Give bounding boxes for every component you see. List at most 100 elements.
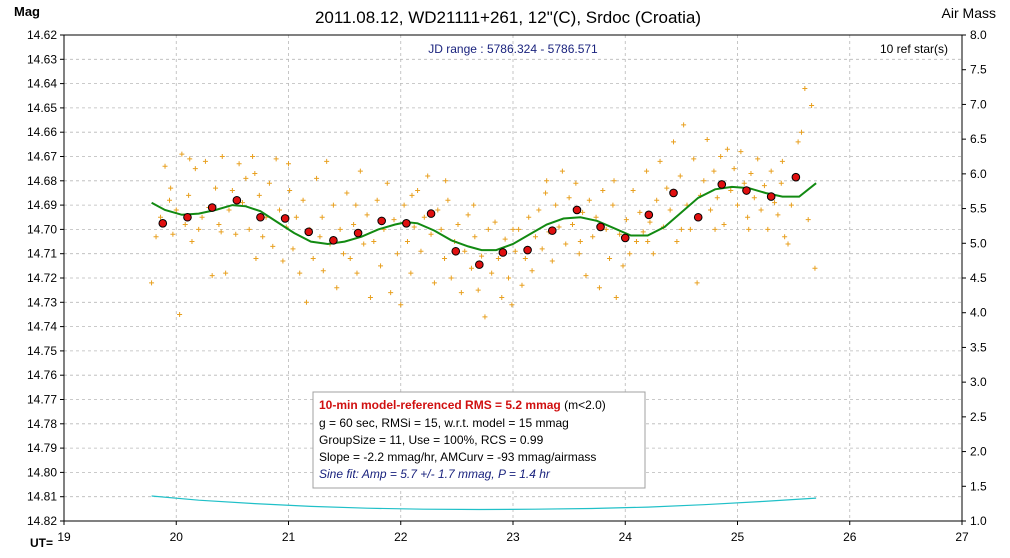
raw-point <box>173 207 179 213</box>
binned-point <box>644 210 654 220</box>
raw-point <box>425 173 431 179</box>
raw-point <box>712 226 718 232</box>
raw-point <box>654 197 660 203</box>
raw-point <box>724 146 730 152</box>
raw-point <box>610 202 616 208</box>
raw-observations-series <box>149 85 818 320</box>
raw-point <box>485 226 491 232</box>
left-tick-label: 14.62 <box>27 28 57 42</box>
raw-point <box>239 200 245 206</box>
raw-point <box>401 202 407 208</box>
left-tick-label: 14.76 <box>27 368 57 382</box>
binned-point <box>207 203 217 212</box>
raw-point <box>162 163 168 169</box>
raw-point <box>613 294 619 300</box>
right-axis-ticks: 1.0 1.5 2.0 2.5 3.0 3.5 4.0 4.5 5.0 5.5 6.0 6.5 7.0 7… <box>962 28 987 528</box>
raw-point <box>657 158 663 164</box>
raw-point <box>671 139 677 145</box>
x-tick-label: 19 <box>57 530 71 544</box>
left-tick-label: 14.64 <box>27 77 57 91</box>
raw-point <box>209 273 215 279</box>
raw-point <box>731 166 737 172</box>
binned-point <box>572 205 582 215</box>
raw-point <box>250 154 256 159</box>
raw-point <box>519 282 525 288</box>
raw-point <box>330 202 336 208</box>
raw-point <box>246 226 252 232</box>
binned-point <box>475 260 484 269</box>
left-tick-label: 14.63 <box>27 52 57 66</box>
raw-point <box>479 253 485 259</box>
binned-point <box>329 236 338 245</box>
raw-point <box>252 171 258 177</box>
raw-point <box>324 158 330 164</box>
raw-point <box>620 263 626 269</box>
raw-point <box>667 207 673 213</box>
grid <box>64 35 962 521</box>
raw-point <box>802 85 808 91</box>
raw-point <box>543 190 549 196</box>
raw-point <box>607 256 613 262</box>
raw-point <box>391 217 397 223</box>
binned-point <box>280 214 290 223</box>
raw-point <box>256 192 262 198</box>
raw-point <box>691 156 697 162</box>
binned-point <box>693 212 703 222</box>
raw-point <box>809 102 815 108</box>
raw-point <box>394 251 400 257</box>
raw-point <box>559 168 565 174</box>
raw-point <box>223 270 229 276</box>
x-tick-label: 25 <box>731 530 745 544</box>
raw-point <box>637 209 643 215</box>
raw-point <box>354 270 360 276</box>
raw-point <box>471 202 477 208</box>
x-tick-label: 23 <box>506 530 520 544</box>
raw-point <box>701 178 707 184</box>
raw-point <box>475 287 481 293</box>
binned-point <box>232 195 242 205</box>
raw-point <box>421 214 427 220</box>
info-box: 10-min model-referenced RMS = 5.2 mmag (… <box>312 391 646 489</box>
raw-point <box>745 214 751 220</box>
raw-point <box>443 178 449 184</box>
raw-point <box>583 273 589 279</box>
left-tick-label: 14.75 <box>27 344 57 358</box>
raw-point <box>775 212 781 218</box>
right-tick-label: 3.5 <box>970 340 987 354</box>
raw-point <box>351 222 357 228</box>
raw-point <box>674 239 680 245</box>
right-tick-label: 2.5 <box>970 410 987 424</box>
raw-point <box>748 171 754 177</box>
raw-point <box>353 202 359 208</box>
left-tick-label: 14.71 <box>27 247 57 261</box>
binned-point <box>791 172 801 182</box>
binned-point <box>304 227 314 237</box>
x-tick-label: 24 <box>619 530 633 544</box>
raw-point <box>569 222 575 228</box>
raw-point <box>219 154 225 159</box>
raw-point <box>398 302 404 308</box>
raw-point <box>167 197 173 203</box>
raw-point <box>617 231 623 237</box>
raw-point <box>404 239 410 245</box>
right-tick-label: 3.0 <box>970 375 987 389</box>
left-tick-label: 14.74 <box>27 320 57 334</box>
raw-point <box>361 241 367 247</box>
raw-point <box>544 178 550 184</box>
raw-point <box>229 188 235 194</box>
raw-point <box>711 168 717 174</box>
raw-point <box>630 188 636 194</box>
right-tick-label: 5.0 <box>970 236 987 250</box>
raw-point <box>170 231 176 237</box>
left-tick-label: 14.67 <box>27 150 57 164</box>
raw-point <box>243 175 249 181</box>
info-rms-suffix: (m<2.0) <box>561 398 606 412</box>
raw-point <box>482 314 488 320</box>
left-tick-label: 14.69 <box>27 198 57 212</box>
binned-point <box>766 192 776 201</box>
raw-point <box>573 180 579 186</box>
info-line-5: Sine fit: Amp = 5.7 +/- 1.7 mmag, P = 1.… <box>319 467 551 481</box>
raw-point <box>213 185 219 191</box>
raw-point <box>320 268 326 274</box>
raw-point <box>177 311 183 317</box>
